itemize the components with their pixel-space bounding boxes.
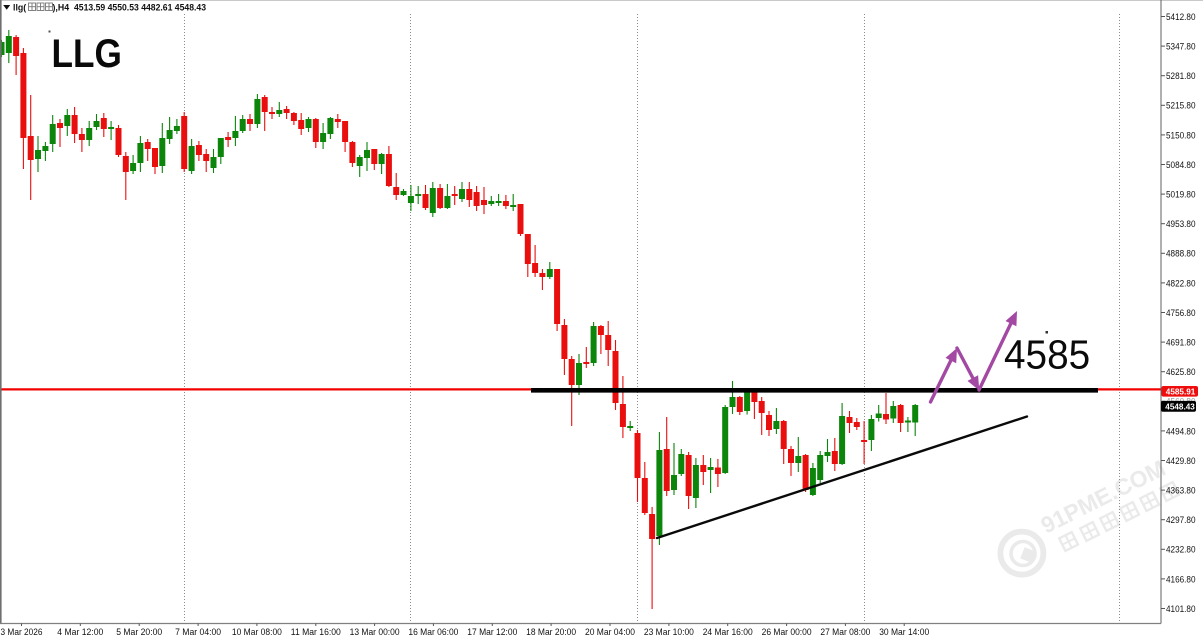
svg-text:13 Mar 00:00: 13 Mar 00:00 [350,627,400,638]
svg-text:3 Mar 2026: 3 Mar 2026 [1,627,43,638]
svg-text:5019.80: 5019.80 [1166,190,1196,201]
svg-text:11 Mar 16:00: 11 Mar 16:00 [291,627,341,638]
svg-text:5150.80: 5150.80 [1166,130,1196,141]
svg-text:4548.43: 4548.43 [1165,401,1195,411]
svg-text:),H4: ),H4 [53,2,70,12]
svg-text:4166.80: 4166.80 [1166,574,1196,585]
svg-text:5412.80: 5412.80 [1166,12,1196,23]
svg-text:7 Mar 04:00: 7 Mar 04:00 [175,627,221,638]
svg-text:5 Mar 20:00: 5 Mar 20:00 [116,627,162,638]
svg-text:17 Mar 12:00: 17 Mar 12:00 [467,627,517,638]
svg-text:4625.80: 4625.80 [1166,367,1196,378]
svg-text:4756.80: 4756.80 [1166,308,1196,319]
svg-text:26 Mar 00:00: 26 Mar 00:00 [762,627,812,638]
svg-text:5215.80: 5215.80 [1166,101,1196,112]
svg-text:4953.80: 4953.80 [1166,219,1196,230]
svg-text:4232.80: 4232.80 [1166,545,1196,556]
svg-text:llg(: llg( [13,2,26,12]
svg-text:4888.80: 4888.80 [1166,249,1196,260]
svg-text:24 Mar 16:00: 24 Mar 16:00 [703,627,753,638]
svg-text:4429.80: 4429.80 [1166,456,1196,467]
svg-text:4822.80: 4822.80 [1166,278,1196,289]
svg-text:4513.59 4550.53 4482.61 4548.4: 4513.59 4550.53 4482.61 4548.43 [74,2,206,12]
svg-text:20 Mar 04:00: 20 Mar 04:00 [585,627,635,638]
svg-text:4585: 4585 [1004,333,1090,378]
svg-text:5281.80: 5281.80 [1166,71,1196,82]
svg-text:4691.80: 4691.80 [1166,338,1196,349]
svg-text:5084.80: 5084.80 [1166,160,1196,171]
svg-text:4297.80: 4297.80 [1166,515,1196,526]
svg-text:10 Mar 08:00: 10 Mar 08:00 [232,627,282,638]
svg-text:4585.91: 4585.91 [1166,386,1196,396]
svg-text:LLG: LLG [52,31,122,76]
svg-text:4101.80: 4101.80 [1166,604,1196,615]
svg-text:18 Mar 20:00: 18 Mar 20:00 [526,627,576,638]
svg-text:4494.80: 4494.80 [1166,426,1196,437]
svg-text:16 Mar 06:00: 16 Mar 06:00 [408,627,458,638]
svg-text:27 Mar 08:00: 27 Mar 08:00 [820,627,870,638]
svg-text:23 Mar 10:00: 23 Mar 10:00 [644,627,694,638]
svg-text:4363.80: 4363.80 [1166,486,1196,497]
svg-text:30 Mar 14:00: 30 Mar 14:00 [879,627,929,638]
svg-text:5347.80: 5347.80 [1166,42,1196,53]
svg-text:4 Mar 12:00: 4 Mar 12:00 [57,627,103,638]
